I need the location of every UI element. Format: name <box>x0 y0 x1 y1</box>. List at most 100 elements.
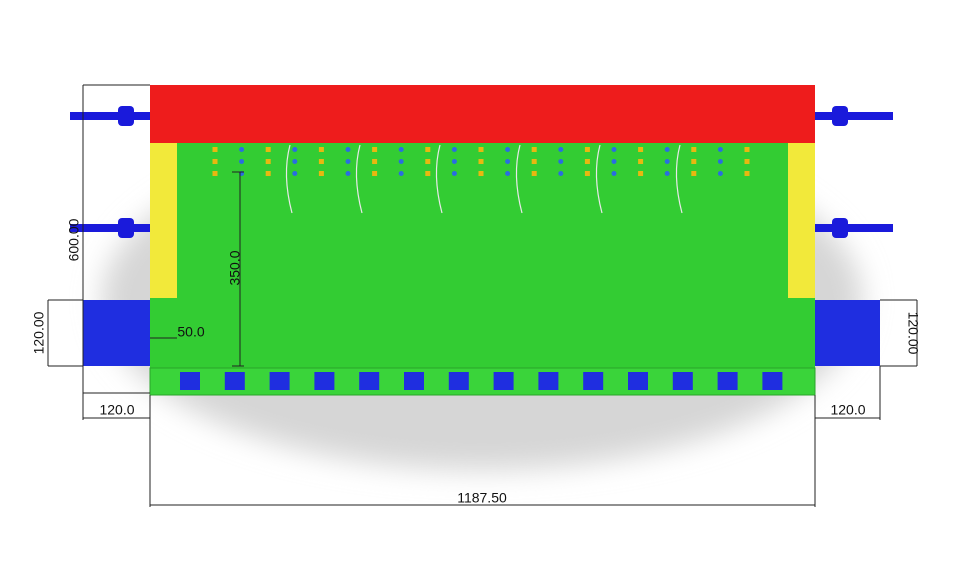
dot <box>584 147 590 152</box>
dot <box>425 171 431 176</box>
pipes <box>70 106 893 238</box>
rope <box>285 144 293 214</box>
dot <box>691 159 697 164</box>
rope <box>675 144 683 214</box>
dot <box>611 147 617 152</box>
dot <box>744 171 750 176</box>
dot <box>638 147 644 152</box>
dot <box>531 171 537 176</box>
dot <box>531 147 537 152</box>
right-block <box>815 300 880 366</box>
dot <box>398 159 404 164</box>
front-square <box>359 372 380 390</box>
front-square <box>269 372 290 390</box>
dot <box>425 147 431 152</box>
dot <box>478 159 484 164</box>
dim-label: 120.0 <box>830 402 865 418</box>
dot <box>505 159 511 164</box>
dot <box>451 159 457 164</box>
dot <box>451 171 457 176</box>
dot <box>664 147 670 152</box>
front-square <box>180 372 200 390</box>
right-wall <box>788 140 815 298</box>
dim-label: 120.0 <box>99 402 134 418</box>
dot <box>744 159 750 164</box>
pipe-ring <box>118 218 134 238</box>
pipe <box>70 112 152 120</box>
front-square <box>538 372 559 390</box>
dot <box>691 147 697 152</box>
back-wall <box>150 85 815 143</box>
dot <box>478 171 484 176</box>
dot <box>292 147 298 152</box>
dot <box>318 159 324 164</box>
pipe <box>813 112 893 120</box>
dot <box>318 147 324 152</box>
pipe-ring <box>118 106 134 126</box>
dot <box>345 171 351 176</box>
dot <box>292 159 298 164</box>
front-square <box>672 372 693 390</box>
dot <box>584 171 590 176</box>
dim-label: 50.0 <box>177 324 204 340</box>
dot <box>212 171 218 176</box>
front-square <box>314 372 335 390</box>
pipe-ring <box>832 106 848 126</box>
dot <box>451 147 457 152</box>
dim-label: 350.0 <box>227 250 243 285</box>
front-square <box>404 372 424 390</box>
dot <box>664 171 670 176</box>
rope <box>435 144 443 214</box>
front-squares <box>180 372 783 390</box>
front-square <box>628 372 648 390</box>
pipe-ring <box>832 218 848 238</box>
dot <box>372 159 378 164</box>
front-tube <box>149 367 816 396</box>
dot <box>425 159 431 164</box>
left-block <box>83 300 150 366</box>
rope <box>515 144 523 214</box>
dot <box>717 159 723 164</box>
front-square <box>448 372 469 390</box>
floor <box>150 140 815 395</box>
rope <box>595 144 603 214</box>
dot <box>505 171 511 176</box>
dot <box>584 159 590 164</box>
dot <box>558 159 564 164</box>
dot <box>212 159 218 164</box>
dim-line <box>814 366 881 507</box>
dim-line <box>232 171 244 367</box>
dot <box>531 159 537 164</box>
dim-line <box>82 84 150 395</box>
dot <box>478 147 484 152</box>
pipe <box>70 224 152 232</box>
dot <box>691 171 697 176</box>
dot <box>558 171 564 176</box>
dot <box>212 147 218 152</box>
dot <box>558 147 564 152</box>
dim-label: 120.00 <box>905 312 921 355</box>
dot <box>505 147 511 152</box>
front-square <box>762 372 783 390</box>
dot <box>717 147 723 152</box>
dim-label: 600.00 <box>66 218 82 261</box>
dim-line <box>47 299 83 367</box>
dot <box>638 159 644 164</box>
dot <box>239 159 245 164</box>
dot <box>265 147 271 152</box>
dim-label: 120.00 <box>31 311 47 354</box>
dim-line <box>82 395 151 507</box>
pipe <box>813 224 893 232</box>
dot <box>318 171 324 176</box>
dot <box>717 171 723 176</box>
dot <box>398 171 404 176</box>
front-square <box>583 372 604 390</box>
dot <box>345 147 351 152</box>
dot <box>292 171 298 176</box>
dot <box>398 147 404 152</box>
left-wall <box>150 140 177 298</box>
dot <box>239 147 245 152</box>
dot <box>372 147 378 152</box>
dot <box>372 171 378 176</box>
